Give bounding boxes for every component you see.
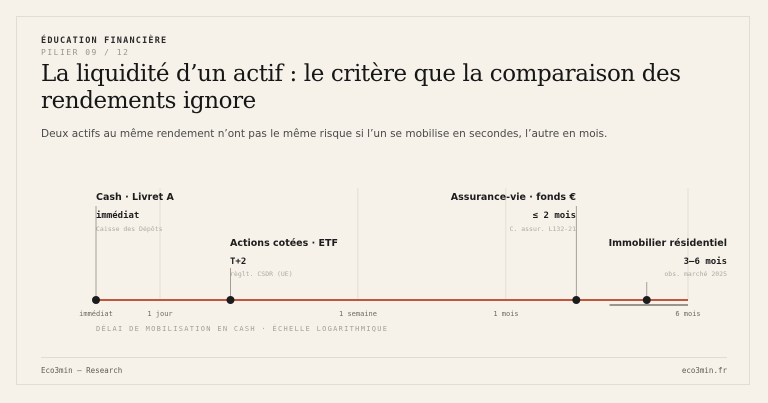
tick-label: 1 mois [493, 310, 519, 318]
asset-delay: T+2 [230, 257, 247, 267]
asset-delay: 3–6 mois [683, 257, 727, 267]
asset-marker [642, 296, 651, 304]
asset-marker [92, 296, 100, 304]
eyebrow: ÉDUCATION FINANCIÈRE [41, 36, 168, 46]
asset-source: Caisse des Dépôts [96, 225, 163, 233]
axis-caption: DÉLAI DE MOBILISATION EN CASH · ÉCHELLE … [96, 325, 389, 333]
asset-label-etf: Actions cotées · ETF T+2 règlt. CSDR (UE… [230, 238, 338, 278]
footer-divider [41, 357, 727, 358]
page-title: La liquidité d’un actif : le critère que… [41, 61, 681, 114]
asset-source: C. assur. L132-21 [509, 225, 576, 233]
tick-label: 1 jour [147, 310, 173, 318]
asset-marker [226, 296, 235, 304]
asset-name: Assurance-vie · fonds € [450, 192, 576, 203]
page-subtitle: Deux actifs au même rendement n’ont pas … [41, 128, 608, 140]
asset-delay: immédiat [96, 211, 140, 221]
footer-url: eco3min.fr [681, 366, 727, 375]
asset-marker [572, 296, 581, 304]
tick-label: 6 mois [675, 310, 701, 318]
asset-delay: ≤ 2 mois [532, 211, 576, 221]
range-band [609, 304, 688, 306]
tick-label: immédiat [79, 310, 113, 318]
asset-name: Actions cotées · ETF [230, 238, 338, 249]
tick-label: 1 semaine [339, 310, 377, 318]
footer-brand: Eco3min — Research [41, 366, 123, 375]
content-card [16, 16, 750, 385]
asset-source: règlt. CSDR (UE) [230, 270, 293, 278]
asset-label-assurance-vie: Assurance-vie · fonds € ≤ 2 mois C. assu… [451, 192, 576, 233]
asset-label-cash: Cash · Livret A immédiat Caisse des Dépô… [96, 192, 174, 233]
pillar-counter: PILIER 09 / 12 [41, 48, 130, 57]
asset-source: obs. marché 2025 [664, 270, 727, 278]
asset-name: Cash · Livret A [96, 192, 174, 203]
asset-name: Immobilier résidentiel [608, 238, 727, 249]
asset-label-immobilier: Immobilier résidentiel 3–6 mois obs. mar… [609, 238, 727, 278]
